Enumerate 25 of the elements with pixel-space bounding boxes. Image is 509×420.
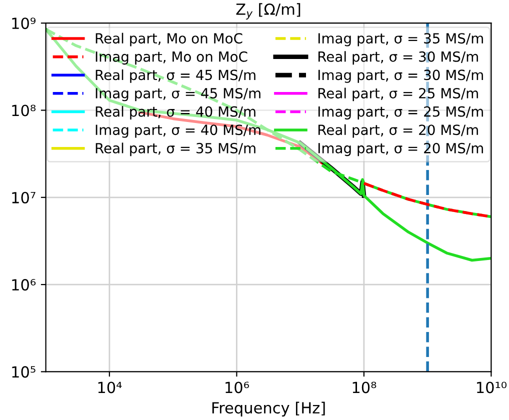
chart-title: Z$_{y}$ [Ω/m] (236, 3, 300, 20)
x-tick-label: 10¹⁰ (477, 382, 506, 394)
y-tick-label: 10⁶ (12, 279, 36, 291)
legend-label: Real part, Mo on MoC (96, 32, 242, 46)
legend-label: Imag part, σ = 25 MS/m (318, 106, 483, 120)
legend-label: Real part, σ = 25 MS/m (318, 88, 478, 102)
legend-label: Imag part, Mo on MoC (96, 51, 248, 65)
legend-label: Imag part, σ = 40 MS/m (96, 124, 260, 138)
x-tick-label: 10⁶ (226, 382, 249, 394)
x-tick-label: 10⁸ (352, 382, 376, 394)
legend-label: Real part, σ = 30 MS/m (318, 51, 478, 65)
legend-label: Real part, σ = 45 MS/m (96, 69, 256, 83)
legend-label: Real part, σ = 20 MS/m (318, 124, 478, 138)
legend-label: Imag part, σ = 35 MS/m (318, 33, 483, 46)
x-axis-title: Frequency [Hz] (212, 402, 325, 417)
legend-label: Imag part, σ = 30 MS/m (318, 70, 483, 83)
y-tick-label: 10⁸ (12, 104, 36, 116)
legend-label: Imag part, σ = 20 MS/m (318, 142, 483, 156)
legend-label: Real part, σ = 40 MS/m (96, 106, 256, 120)
y-tick-label: 10⁹ (12, 18, 36, 30)
legend-label: Real part, σ = 35 MS/m (96, 142, 256, 156)
legend-label: Imag part, σ = 45 MS/m (96, 88, 260, 102)
y-tick-label: 10⁷ (12, 192, 36, 204)
x-tick-label: 10⁴ (98, 382, 122, 394)
y-tick-label: 10⁵ (12, 366, 36, 378)
